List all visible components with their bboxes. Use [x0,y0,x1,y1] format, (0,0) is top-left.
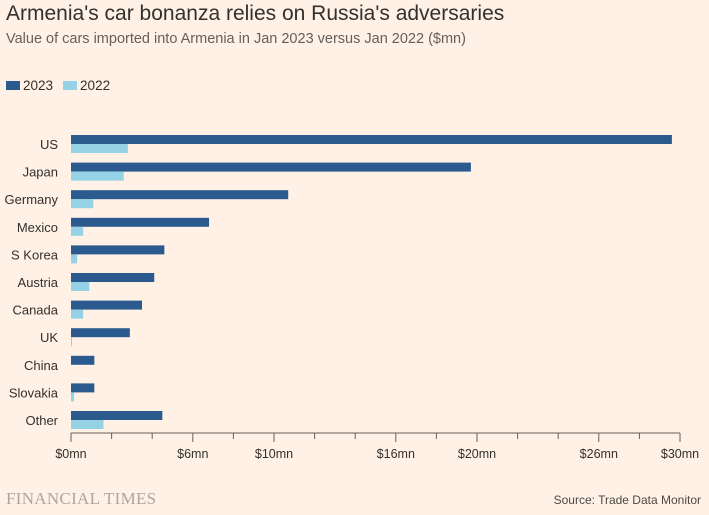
bar-2023-other [71,411,163,420]
bar-2023-slovakia [71,383,95,393]
bar-2022-s-korea [71,254,78,264]
x-tick-label: $6mn [177,447,208,461]
legend-label-2022: 2022 [80,78,111,93]
x-axis: $0mn $6mn $10mn $16mn $20mn $26mn $30mn [55,432,699,461]
legend-swatch-2022 [63,81,78,90]
legend-label-2023: 2023 [23,78,54,93]
bar-chart: US Japan Germany Mexico S Korea Austria Canada… [5,135,699,461]
bar-2023-mexico [71,217,210,227]
category-label-other: Other [25,413,58,428]
bar-2023-uk [71,328,130,338]
legend-item-2022: 2022 [63,78,110,93]
bar-2023-canada [71,300,143,310]
x-tick-label: $20mn [458,447,496,461]
legend: 2023 2022 [6,78,120,93]
ft-logo: FINANCIAL TIMES [6,489,157,508]
legend-swatch-2023 [6,81,20,90]
bar-2023-germany [71,190,289,200]
bar-2022-mexico [71,226,84,236]
x-tick-label: $10mn [255,447,293,461]
bar-2023-us [71,135,672,144]
bars-layer [71,135,672,429]
bar-2022-slovakia [71,392,75,402]
bar-2022-germany [71,199,94,209]
x-tick-label: $26mn [580,447,618,461]
x-tick-label: $16mn [377,447,415,461]
x-tick-label: $30mn [661,447,699,461]
category-label-austria: Austria [18,275,59,290]
bar-2022-japan [71,171,124,181]
x-tick-label: $0mn [55,447,86,461]
category-label-mexico: Mexico [17,220,58,235]
bar-2023-japan [71,162,471,172]
bar-2022-uk [71,337,73,347]
bar-2022-us [71,144,128,153]
category-label-s-korea: S Korea [11,247,59,262]
chart-subtitle: Value of cars imported into Armenia in J… [6,31,466,47]
category-label-slovakia: Slovakia [9,385,59,400]
category-label-china: China [24,358,59,373]
category-label-germany: Germany [5,192,59,207]
category-label-japan: Japan [23,165,58,180]
bar-2023-austria [71,273,155,282]
bar-2022-austria [71,282,90,291]
bar-2023-s-korea [71,245,165,255]
legend-item-2023: 2023 [6,78,53,93]
bar-2022-canada [71,309,84,319]
category-label-canada: Canada [12,303,58,318]
bar-2022-other [71,420,104,429]
category-label-us: US [40,137,58,152]
chart-title: Armenia's car bonanza relies on Russia's… [6,2,505,25]
category-label-uk: UK [40,330,58,345]
bar-2023-china [71,355,95,365]
category-labels-layer: US Japan Germany Mexico S Korea Austria Canada… [5,137,59,428]
source-note: Source: Trade Data Monitor [553,493,701,507]
